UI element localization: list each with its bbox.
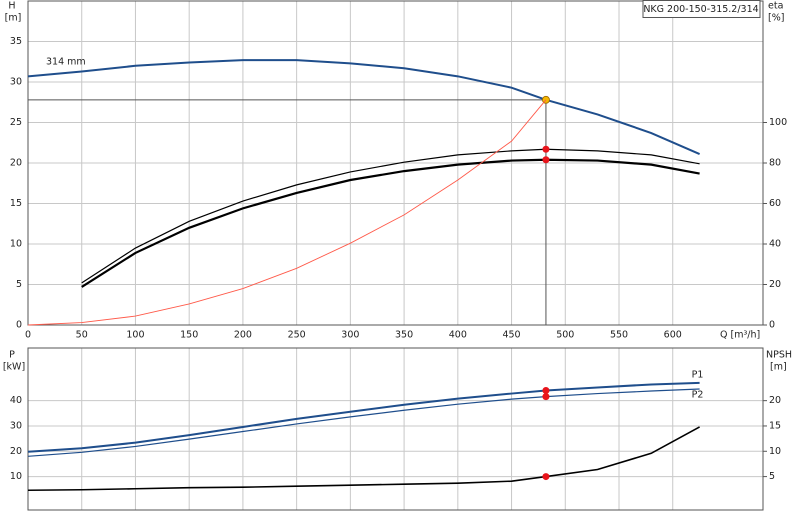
series-line [27,59,701,156]
x-tick-label: 550 [610,330,628,341]
y2-tick-label: 0 [769,320,775,331]
series-label: P2 [692,390,704,401]
y2-axis-unit: [m] [770,362,787,373]
duty-marker [542,145,550,153]
y-tick-label: 30 [10,420,22,431]
chart-title: NKG 200-150-315.2/314 [643,4,758,15]
plot-frame [27,0,764,326]
x-tick-label: 300 [341,330,359,341]
duty-marker [542,393,550,401]
series-label: P1 [692,369,704,380]
y-tick-label: 40 [10,395,22,406]
duty-marker [542,473,550,481]
x-tick-label: 100 [126,330,144,341]
x-tick-label: 50 [76,330,88,341]
y2-tick-label: 40 [769,239,781,250]
x-tick-label: 150 [180,330,198,341]
y2-tick-label: 80 [769,158,781,169]
y-tick-label: 10 [10,471,22,482]
y-axis-unit: [kW] [3,362,25,373]
y-tick-label: 20 [10,446,22,457]
y2-tick-label: 20 [769,395,781,406]
x-tick-label: 200 [234,330,252,341]
y-axis-label: H [8,1,15,12]
x-tick-label: 400 [449,330,467,341]
duty-marker [542,156,550,164]
y-tick-label: 10 [10,239,22,250]
plot-frame [27,347,764,511]
y2-tick-label: 10 [769,446,781,457]
y2-tick-label: 60 [769,198,781,209]
x-tick-label: 250 [288,330,306,341]
y-axis-unit: [m] [5,13,22,24]
series-line [27,388,700,457]
series-line [81,148,700,284]
x-axis-label: Q [m³/h] [720,330,760,341]
series-line [27,99,547,326]
y2-tick-label: 5 [769,471,775,482]
y2-tick-label: 15 [769,420,781,431]
y-tick-label: 30 [10,77,22,88]
x-tick-label: 600 [664,330,682,341]
y-tick-label: 15 [10,198,22,209]
title-box [642,0,761,18]
x-tick-label: 350 [395,330,413,341]
duty-marker [542,387,550,395]
x-tick-label: 450 [502,330,520,341]
y2-axis-unit: [%] [768,13,784,24]
y-axis-label: P [9,350,15,361]
curve-annotation: 314 mm [46,57,86,68]
x-tick-label: 0 [25,330,31,341]
y2-tick-label: 20 [769,279,781,290]
series-line [81,158,700,288]
y2-axis-label: eta [768,1,783,12]
y2-tick-label: 100 [769,117,787,128]
series-line [27,381,700,453]
x-tick-label: 500 [556,330,574,341]
y-tick-label: 5 [16,279,22,290]
y-tick-label: 0 [16,320,22,331]
y-tick-label: 20 [10,158,22,169]
series-line [27,426,700,492]
y-tick-label: 25 [10,117,22,128]
y2-axis-label: NPSH [766,350,792,361]
y-tick-label: 35 [10,36,22,47]
